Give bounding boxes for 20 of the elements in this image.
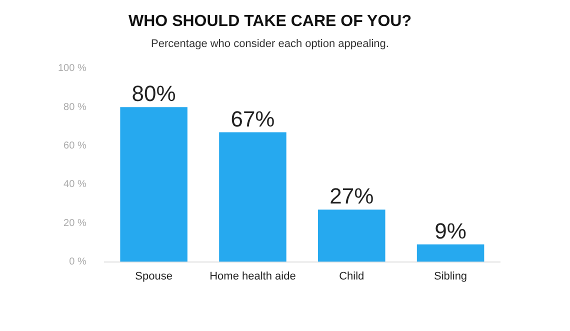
data-label: 27% bbox=[330, 184, 374, 209]
bar bbox=[318, 210, 386, 262]
y-tick-label: 100 % bbox=[58, 63, 86, 74]
data-label: 9% bbox=[434, 218, 466, 244]
y-tick-label: 80 % bbox=[64, 102, 86, 113]
bar bbox=[120, 107, 188, 262]
y-tick-label: 20 % bbox=[64, 218, 86, 229]
y-tick-label: 60 % bbox=[64, 140, 86, 152]
y-tick-label: 0 % bbox=[69, 256, 86, 268]
bar bbox=[219, 132, 286, 262]
bar bbox=[416, 244, 484, 262]
x-tick-label: Home health aide bbox=[210, 270, 296, 282]
chart-subtitle: Percentage who consider each option appealing. bbox=[151, 38, 389, 50]
data-label: 80% bbox=[132, 81, 176, 106]
chart-title: WHO SHOULD TAKE CARE OF YOU? bbox=[128, 13, 412, 30]
x-tick-label: Spouse bbox=[135, 270, 172, 282]
x-tick-label: Sibling bbox=[434, 270, 468, 282]
x-tick-label: Child bbox=[339, 270, 364, 282]
y-tick-label: 40 % bbox=[64, 179, 86, 190]
data-label: 67% bbox=[230, 106, 275, 132]
